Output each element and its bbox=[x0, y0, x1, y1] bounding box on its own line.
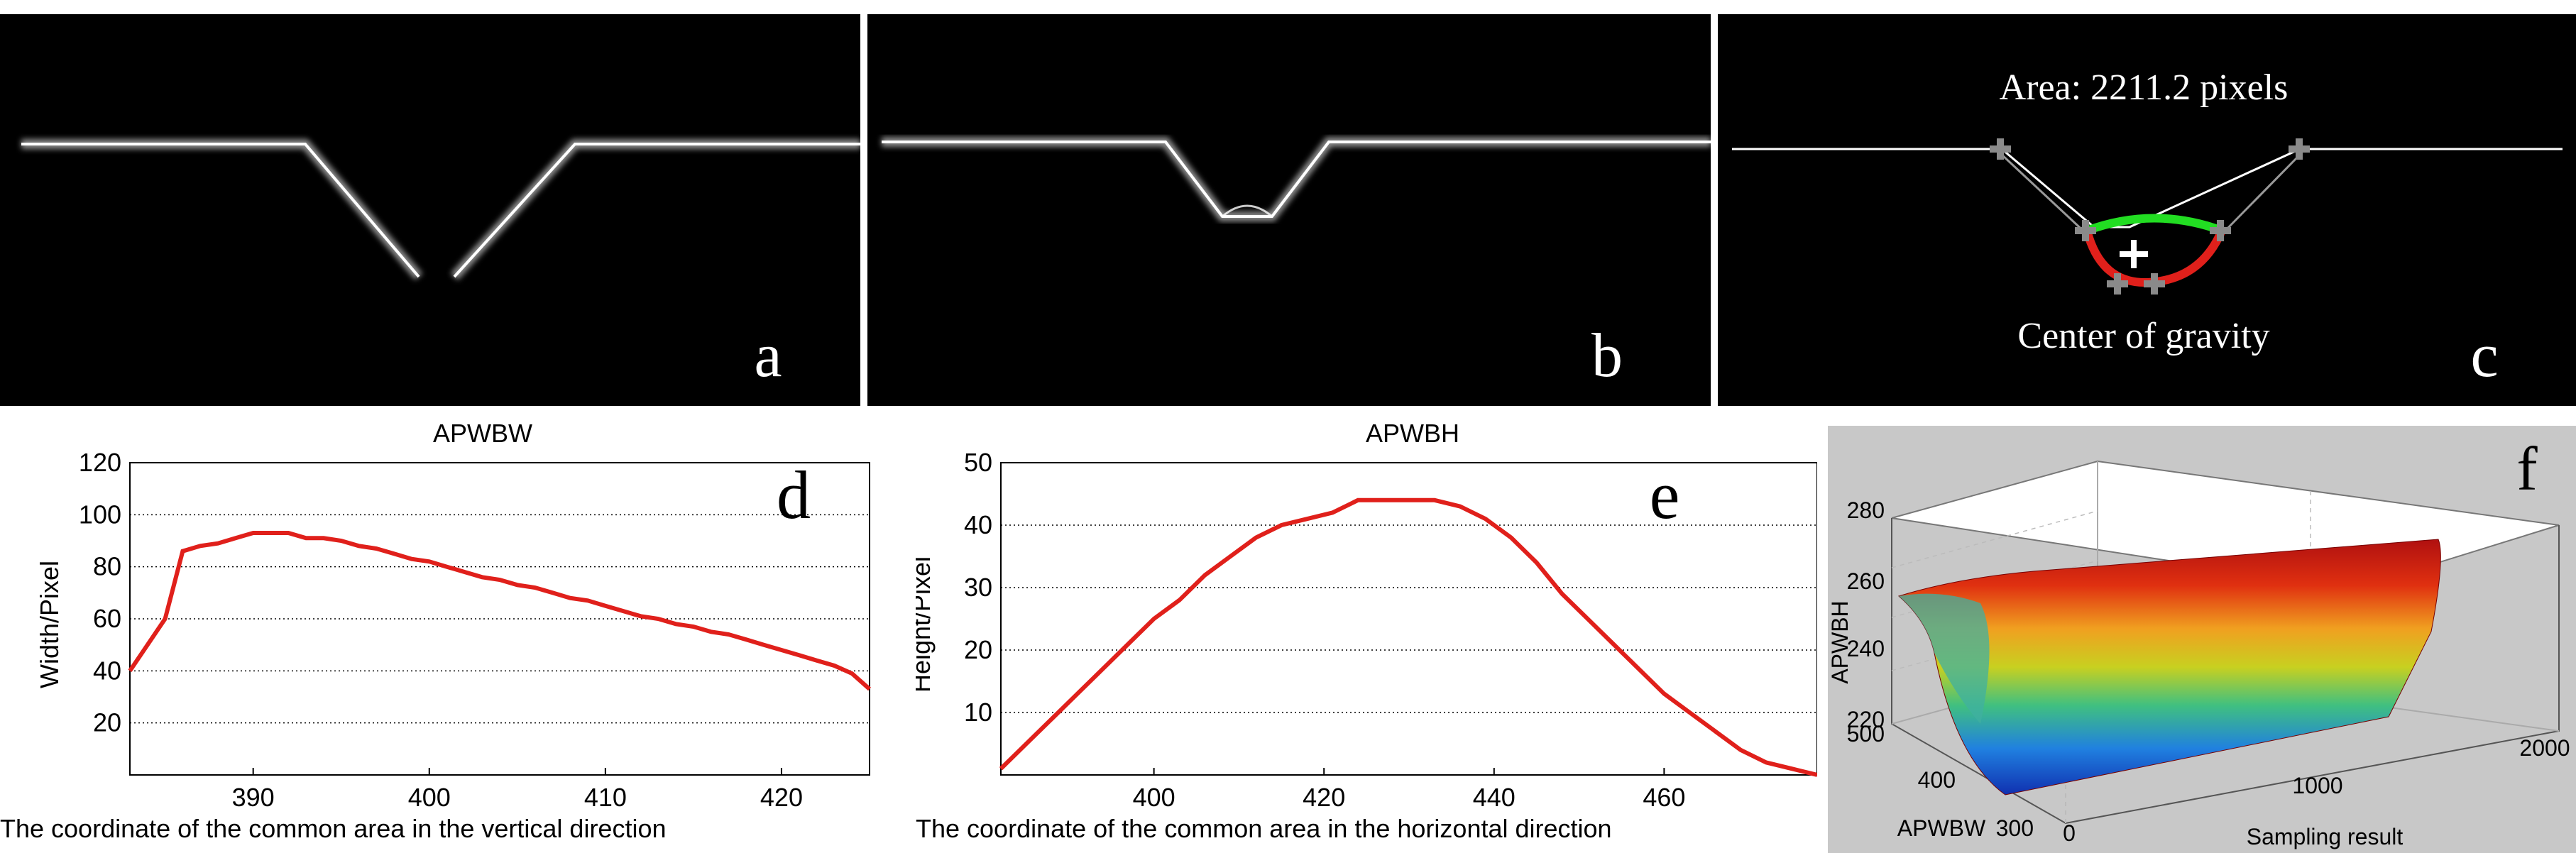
chart-d-xlabel: The coordinate of the common area in the… bbox=[0, 814, 667, 843]
chart-d-series-line bbox=[128, 531, 871, 691]
chart-f-ytick: 300 bbox=[1996, 815, 2034, 841]
chart-f-ylabel: APWBW bbox=[1897, 815, 1986, 841]
panel-b-profile bbox=[882, 141, 1711, 218]
panel-a-right-edge bbox=[453, 143, 860, 278]
chart-f: 280 260 240 220 APWBH 500 400 300 APWBW … bbox=[1828, 426, 2576, 853]
chart-e-xtick-label: 440 bbox=[1473, 783, 1516, 812]
chart-e-ytick-label: 30 bbox=[964, 573, 992, 602]
chart-e: APWBH 10 20 30 40 50 400 420 440 460 Height/Pix… bbox=[916, 419, 1817, 853]
chart-d-ytick-label: 20 bbox=[93, 708, 121, 737]
chart-f-ztick: 220 bbox=[1847, 707, 1885, 732]
panel-a: a bbox=[0, 14, 860, 406]
chart-e-xlabel: The coordinate of the common area in the… bbox=[916, 814, 1612, 843]
panel-a-left-edge bbox=[21, 143, 420, 278]
chart-f-ztick: 280 bbox=[1847, 497, 1885, 523]
chart-f-xtick: 1000 bbox=[2292, 773, 2342, 798]
chart-e-ytick-label: 10 bbox=[964, 698, 992, 727]
chart-e-svg: APWBH 10 20 30 40 50 400 420 440 460 Height/Pix… bbox=[916, 419, 1817, 843]
chart-d-ytick-label: 40 bbox=[93, 656, 121, 685]
chart-d: APWBW 20 40 60 80 100 120 390 400 410 420 Width/… bbox=[0, 419, 916, 853]
chart-e-plot-frame bbox=[1000, 462, 1817, 776]
panel-b-image: b bbox=[882, 137, 1711, 390]
chart-d-ytick-label: 80 bbox=[93, 552, 121, 581]
chart-f-ztick: 240 bbox=[1847, 636, 1885, 661]
chart-d-xtick-label: 400 bbox=[408, 783, 451, 812]
chart-f-zlabel: APWBH bbox=[1828, 600, 1853, 683]
chart-f-letter: f bbox=[2516, 435, 2538, 504]
chart-e-xtick-label: 420 bbox=[1303, 783, 1345, 812]
panel-c-image: Area: 2211.2 pixels Center of gravity c bbox=[1732, 67, 2563, 390]
chart-f-xtick: 2000 bbox=[2519, 735, 2570, 761]
chart-f-ytick: 400 bbox=[1918, 767, 1956, 793]
chart-f-xtick: 0 bbox=[2063, 820, 2076, 846]
chart-e-ytick-label: 40 bbox=[964, 510, 992, 539]
chart-d-letter: d bbox=[777, 457, 811, 533]
panel-c-markers bbox=[1990, 138, 2310, 295]
chart-d-xtick-label: 410 bbox=[584, 783, 627, 812]
chart-d-ytick-label: 100 bbox=[79, 500, 121, 529]
chart-d-title: APWBW bbox=[433, 419, 532, 448]
chart-e-xtick-label: 400 bbox=[1133, 783, 1175, 812]
chart-d-ytick-label: 120 bbox=[79, 448, 121, 477]
chart-e-ytick-label: 20 bbox=[964, 635, 992, 664]
chart-f-surface bbox=[1897, 539, 2441, 796]
chart-f-ztick: 260 bbox=[1847, 568, 1885, 594]
chart-e-series-line bbox=[999, 497, 1817, 777]
chart-d-svg: APWBW 20 40 60 80 100 120 390 400 410 420 Width/… bbox=[0, 419, 871, 843]
chart-e-title: APWBH bbox=[1366, 419, 1459, 448]
chart-e-xtick-label: 460 bbox=[1643, 783, 1685, 812]
chart-e-letter: e bbox=[1650, 457, 1680, 533]
chart-d-xtick-label: 390 bbox=[232, 783, 275, 812]
chart-e-ylabel: Height/Pixel bbox=[916, 556, 936, 693]
chart-f-svg: 280 260 240 220 APWBH 500 400 300 APWBW … bbox=[1828, 435, 2570, 849]
chart-d-ytick-label: 60 bbox=[93, 604, 121, 633]
panel-c: Area: 2211.2 pixels Center of gravity c bbox=[1718, 14, 2576, 406]
panel-a-letter: a bbox=[754, 321, 782, 390]
panel-b: b bbox=[867, 14, 1711, 406]
area-label: Area: 2211.2 pixels bbox=[2000, 67, 2289, 108]
panel-b-letter: b bbox=[1591, 321, 1623, 390]
chart-f-ytick: 500 bbox=[1847, 721, 1885, 747]
center-of-gravity-marker bbox=[2120, 240, 2148, 268]
chart-f-xlabel: Sampling result bbox=[2247, 824, 2404, 849]
panel-a-image: a bbox=[21, 139, 860, 390]
panel-c-green-curve bbox=[2085, 214, 2224, 235]
center-of-gravity-label: Center of gravity bbox=[2017, 316, 2269, 356]
chart-d-plot-frame bbox=[129, 462, 870, 776]
chart-d-xtick-label: 420 bbox=[760, 783, 803, 812]
chart-d-ylabel: Width/Pixel bbox=[35, 561, 64, 688]
chart-e-ytick-label: 50 bbox=[964, 448, 992, 477]
panel-c-letter: c bbox=[2470, 321, 2498, 390]
